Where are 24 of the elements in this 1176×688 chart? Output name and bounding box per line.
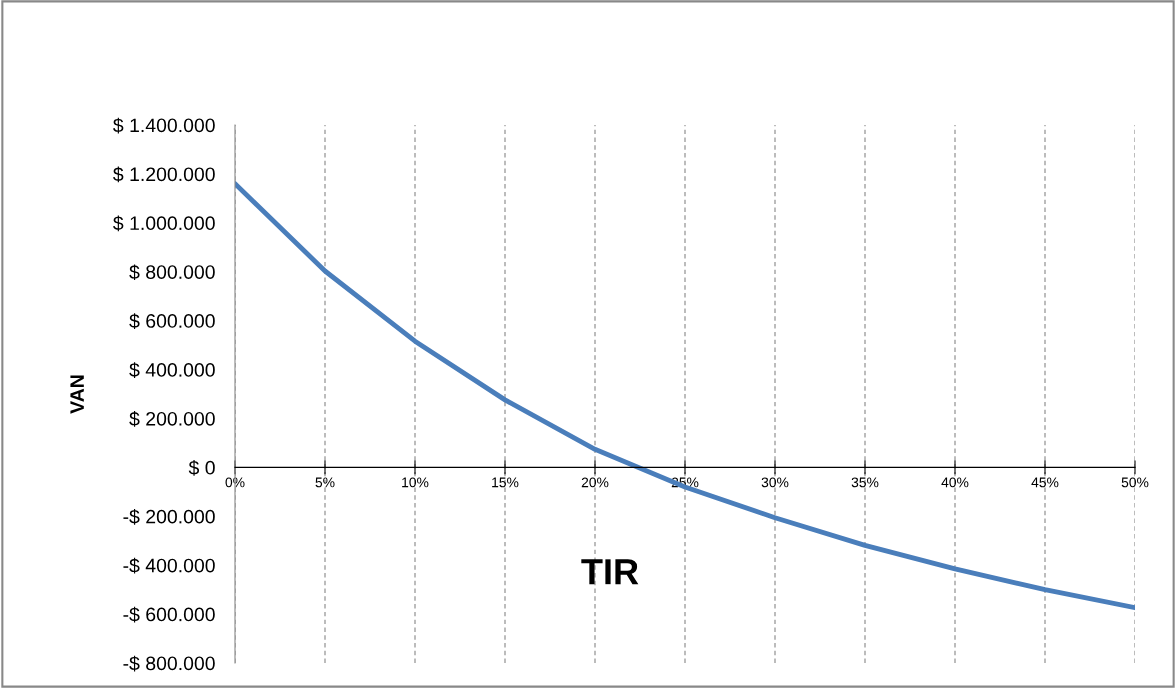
y-tick-label: $ 400.000: [129, 362, 215, 378]
x-tick-label: 15%: [492, 477, 519, 488]
y-tick-label: $ 1.400.000: [113, 117, 215, 134]
x-tick-label: 35%: [851, 477, 879, 488]
y-tick-label: $ 200.000: [129, 411, 215, 427]
x-tick-label: 5%: [315, 477, 335, 488]
x-tick-label: 30%: [761, 477, 789, 488]
x-tick-label: 10%: [402, 477, 429, 488]
y-axis-title: VAN: [70, 375, 84, 414]
x-tick-label: 45%: [1031, 477, 1059, 488]
x-tick-label: 50%: [1121, 477, 1149, 488]
y-tick-label: $ 1.000.000: [113, 215, 215, 232]
y-tick-label: $ 600.000: [129, 313, 215, 330]
y-tick-label: -$ 600.000: [123, 606, 215, 623]
x-tick-label: 0%: [225, 477, 245, 488]
x-tick-label: 20%: [581, 477, 609, 488]
y-tick-label: -$ 200.000: [123, 508, 215, 525]
x-tick-label: 40%: [941, 477, 969, 488]
y-tick-label: -$ 800.000: [123, 655, 215, 672]
y-tick-label: $ 800.000: [129, 264, 215, 281]
x-axis-title: TIR: [581, 559, 639, 585]
y-tick-label: $ 0: [188, 460, 215, 476]
y-tick-label: $ 1.200.000: [113, 166, 215, 183]
y-tick-label: -$ 400.000: [123, 557, 215, 574]
